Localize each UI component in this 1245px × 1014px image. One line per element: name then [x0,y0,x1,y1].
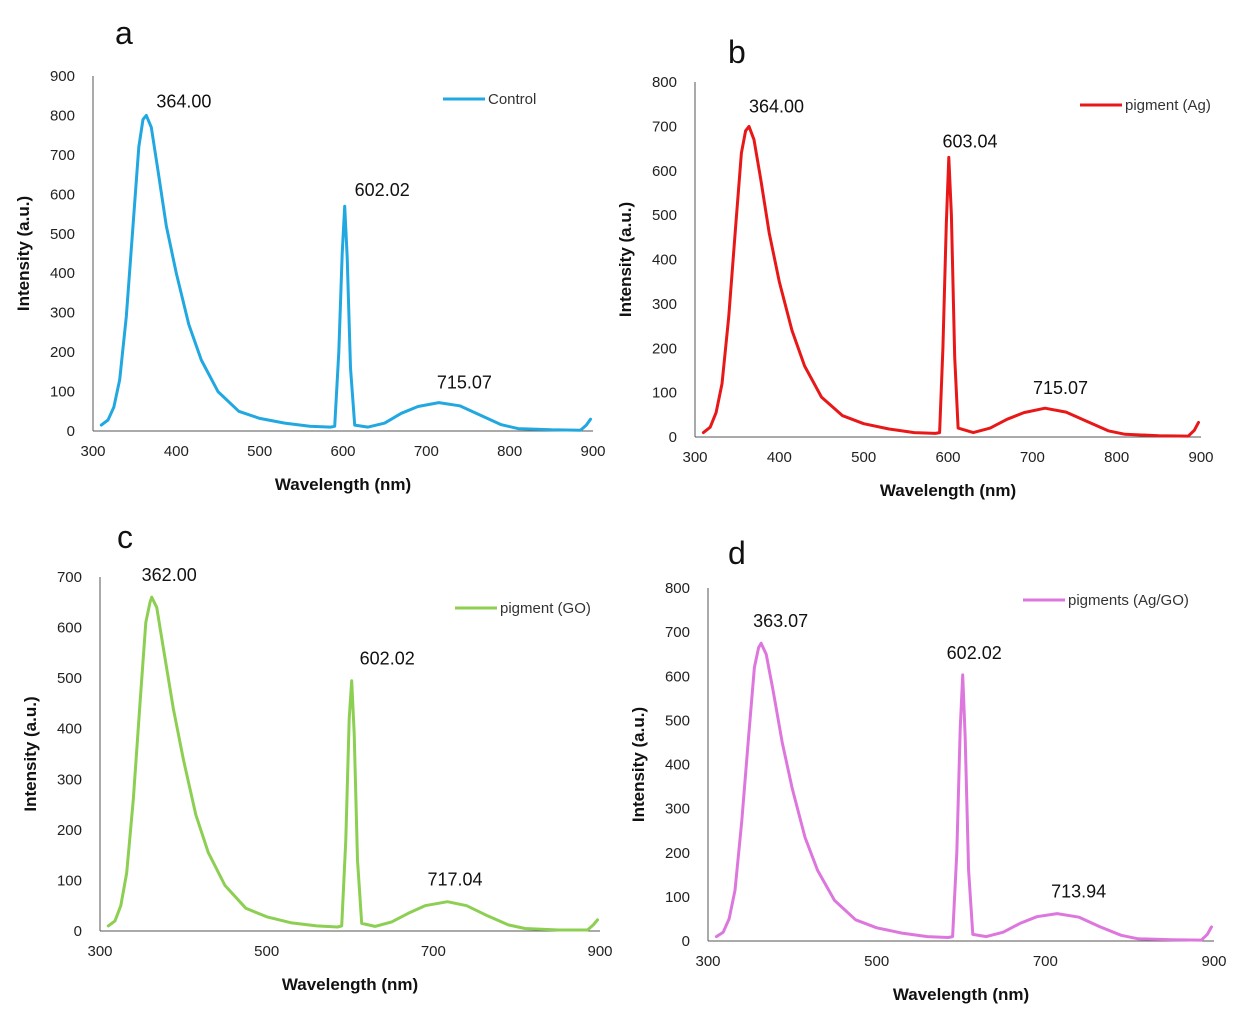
y-tick-label: 600 [652,163,677,180]
x-tick-label: 700 [421,943,446,960]
x-axis-title: Wavelength (nm) [893,985,1029,1004]
peak-label: 713.94 [1051,882,1106,902]
peak-label: 363.07 [753,611,808,631]
y-tick-label: 100 [57,872,82,889]
chart-panel-d: 0 100 200 300 400 500 600 700 800 300 500 700 900 Wav… [629,535,1227,1004]
x-tick-label: 800 [497,443,522,460]
y-tick-label: 100 [50,384,75,401]
peak-label: 715.07 [437,373,492,393]
x-tick-label: 300 [682,449,707,466]
y-tick-label: 800 [50,107,75,124]
y-tick-label: 600 [57,620,82,637]
peak-label: 602.02 [355,180,410,200]
y-tick-label: 200 [50,344,75,361]
x-tick-label: 800 [1104,449,1129,466]
x-tick-label: 900 [1188,449,1213,466]
y-tick-label: 700 [57,569,82,586]
x-axis-title: Wavelength (nm) [282,975,418,994]
x-tick-label: 900 [587,943,612,960]
y-tick-label: 500 [665,712,690,729]
panel-letter: b [728,34,746,70]
peak-label: 602.02 [947,643,1002,663]
y-tick-label: 400 [50,265,75,282]
y-tick-label: 300 [665,801,690,818]
y-axis-title: Intensity (a.u.) [616,202,635,317]
peak-label: 364.00 [156,91,211,111]
x-tick-label: 500 [864,953,889,970]
y-tick-label: 0 [682,933,690,950]
x-tick-label: 700 [1020,449,1045,466]
y-tick-label: 0 [669,429,677,446]
x-tick-label: 500 [247,443,272,460]
y-tick-label: 500 [652,207,677,224]
series-line [701,124,1200,438]
y-tick-label: 400 [665,757,690,774]
y-tick-label: 800 [665,580,690,597]
x-tick-label: 500 [851,449,876,466]
series-line [99,113,592,432]
peak-label: 717.04 [428,870,483,890]
panel-letter: d [728,535,746,571]
peak-label: 715.07 [1033,378,1088,398]
x-tick-label: 600 [330,443,355,460]
y-tick-label: 500 [57,670,82,687]
peak-label: 364.00 [749,96,804,116]
y-axis-title: Intensity (a.u.) [629,707,648,822]
y-tick-label: 300 [50,305,75,322]
chart-panel-a: 0 100 200 300 400 500 600 700 800 900 300 400 500 600… [14,15,606,494]
series-line [714,641,1213,942]
y-tick-label: 200 [652,340,677,357]
x-tick-label: 300 [80,443,105,460]
chart-panel-c: 0 100 200 300 400 500 600 700 300 500 700 900 Wavele… [21,519,613,994]
legend-label: pigment (GO) [500,600,591,617]
y-tick-label: 700 [652,118,677,135]
x-tick-label: 400 [767,449,792,466]
y-tick-label: 200 [665,845,690,862]
x-tick-label: 900 [580,443,605,460]
y-tick-label: 100 [652,385,677,402]
legend-label: pigments (Ag/GO) [1068,592,1189,609]
legend-label: pigment (Ag) [1125,97,1211,114]
y-tick-label: 600 [50,186,75,203]
x-axis-title: Wavelength (nm) [275,475,411,494]
y-tick-label: 400 [57,721,82,738]
y-tick-label: 800 [652,74,677,91]
y-tick-label: 600 [665,668,690,685]
y-tick-label: 700 [665,624,690,641]
y-tick-label: 300 [57,771,82,788]
y-tick-label: 300 [652,296,677,313]
y-tick-label: 0 [74,923,82,940]
x-axis-title: Wavelength (nm) [880,481,1016,500]
y-tick-label: 900 [50,68,75,85]
x-tick-label: 900 [1201,953,1226,970]
y-axis-title: Intensity (a.u.) [21,696,40,811]
y-tick-label: 100 [665,889,690,906]
y-axis-title: Intensity (a.u.) [14,196,33,311]
x-tick-label: 300 [695,953,720,970]
y-tick-label: 500 [50,226,75,243]
x-tick-label: 700 [1033,953,1058,970]
series-line [106,595,599,932]
y-tick-label: 700 [50,147,75,164]
x-tick-label: 500 [254,943,279,960]
x-tick-label: 700 [414,443,439,460]
panel-letter: a [115,15,133,51]
y-tick-label: 200 [57,822,82,839]
panel-letter: c [117,519,133,555]
y-tick-label: 0 [67,423,75,440]
chart-panel-b: 0 100 200 300 400 500 600 700 800 300 400 500 600 700… [616,34,1214,500]
x-tick-label: 400 [164,443,189,460]
x-tick-label: 300 [87,943,112,960]
peak-label: 603.04 [943,131,998,151]
y-tick-label: 400 [652,252,677,269]
peak-label: 602.02 [360,649,415,669]
legend-label: Control [488,91,536,108]
peak-label: 362.00 [142,565,197,585]
x-tick-label: 600 [935,449,960,466]
